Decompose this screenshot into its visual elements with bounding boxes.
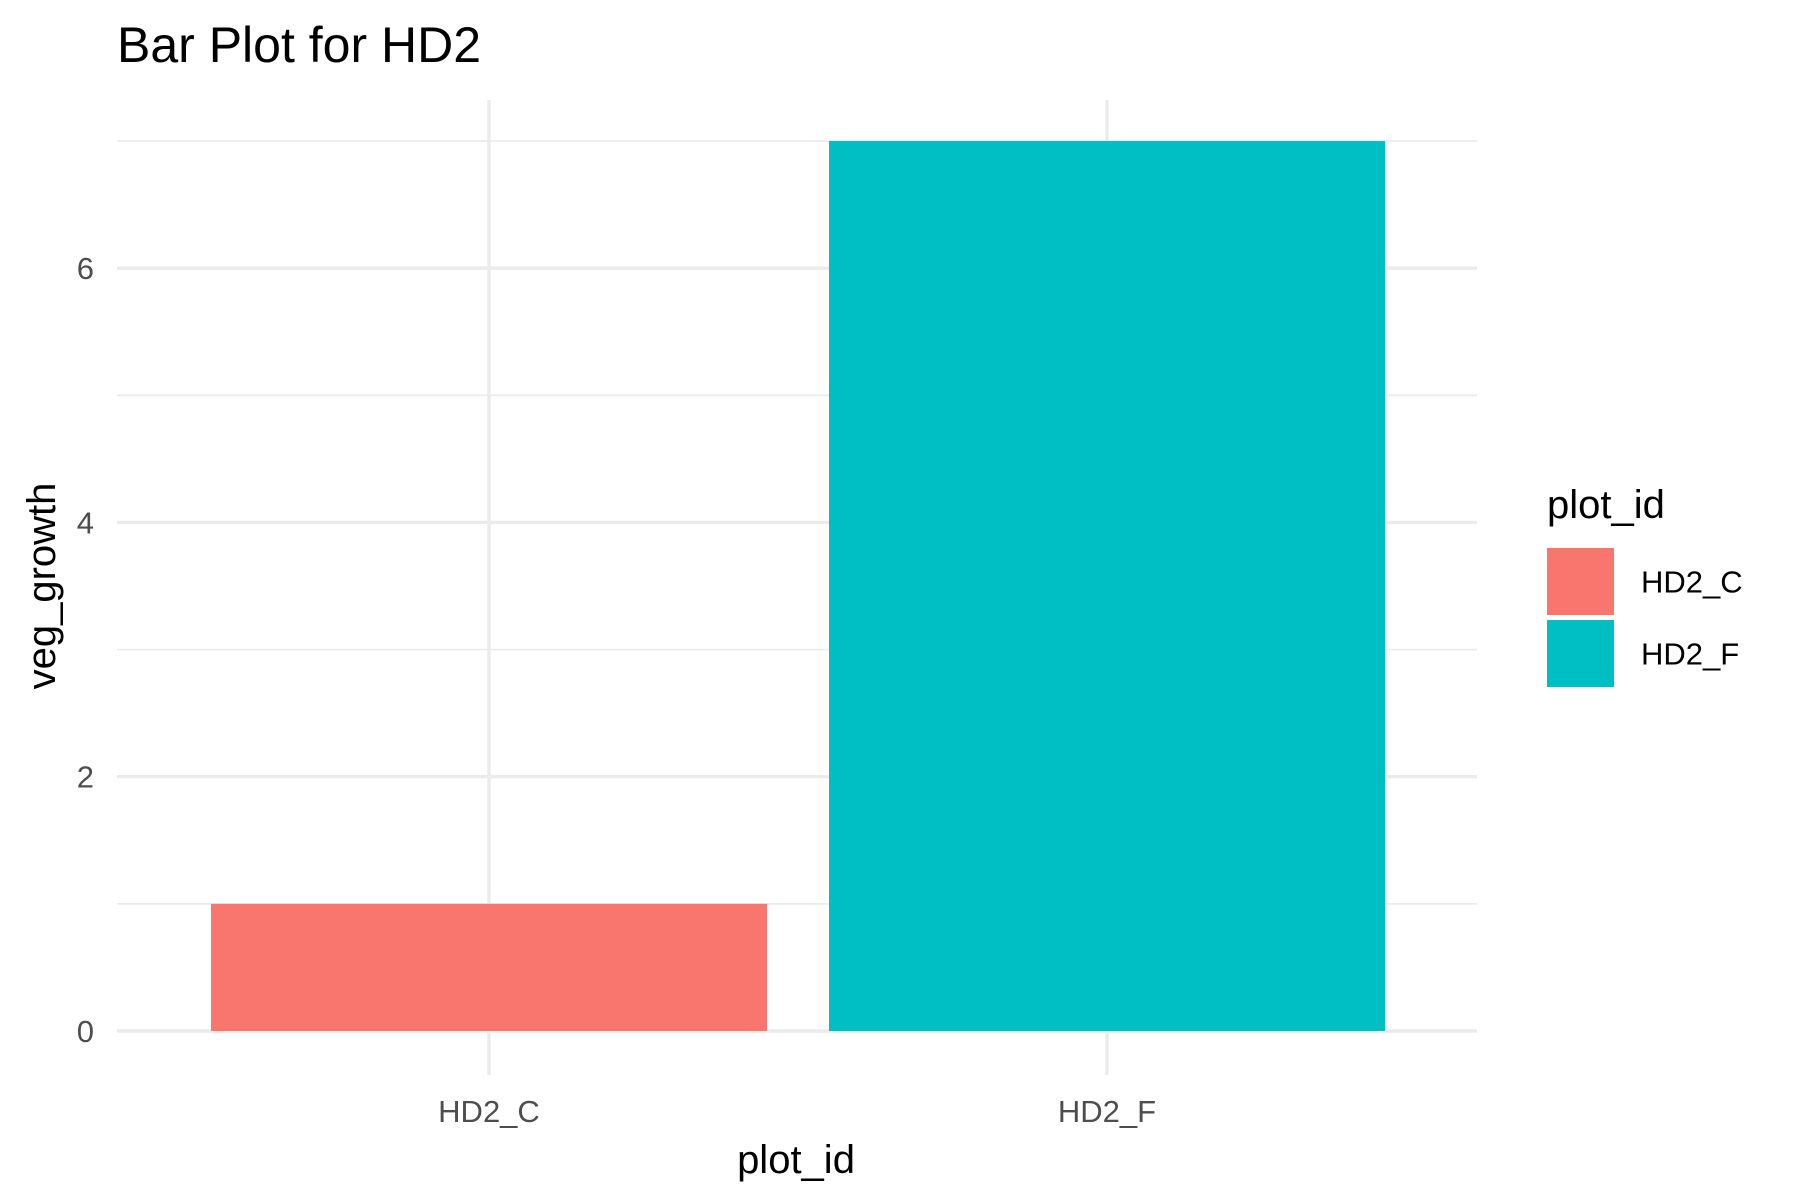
x-tick-label: HD2_F [1058,1094,1156,1129]
y-tick-label: 2 [77,760,94,795]
x-axis-ticks: HD2_C HD2_F [438,1094,1156,1129]
legend-label: HD2_C [1641,565,1743,600]
y-tick-label: 4 [77,505,94,540]
y-axis-ticks: 0 2 4 6 [77,251,94,1049]
y-tick-label: 0 [77,1014,94,1049]
legend-label: HD2_F [1641,637,1739,672]
legend-title: plot_id [1547,483,1665,527]
bar-hd2-f [829,141,1385,1031]
x-axis-title: plot_id [737,1138,855,1182]
legend: plot_id HD2_C HD2_F [1547,483,1743,687]
bars [211,141,1385,1031]
bar-hd2-c [211,903,767,1031]
y-tick-label: 6 [77,251,94,286]
legend-key [1547,548,1614,615]
y-axis-title: veg_growth [20,483,64,690]
legend-key [1547,620,1614,687]
chart-title: Bar Plot for HD2 [117,17,481,73]
x-tick-label: HD2_C [438,1094,540,1129]
